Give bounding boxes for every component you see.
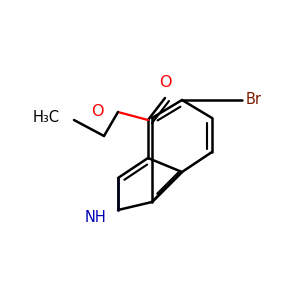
Text: H₃C: H₃C [33, 110, 60, 125]
Text: NH: NH [84, 211, 106, 226]
Text: O: O [92, 104, 104, 119]
Text: O: O [159, 75, 171, 90]
Text: Br: Br [246, 92, 262, 107]
